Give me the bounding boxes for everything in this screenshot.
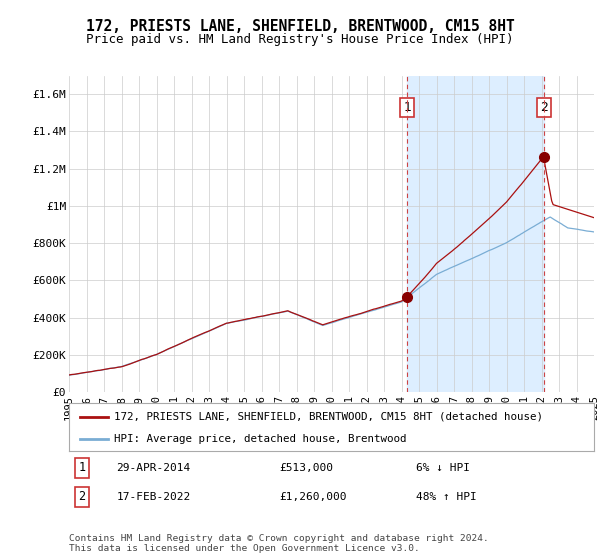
Text: 172, PRIESTS LANE, SHENFIELD, BRENTWOOD, CM15 8HT (detached house): 172, PRIESTS LANE, SHENFIELD, BRENTWOOD,… — [113, 412, 542, 422]
Text: 1: 1 — [79, 461, 86, 474]
Text: 172, PRIESTS LANE, SHENFIELD, BRENTWOOD, CM15 8HT: 172, PRIESTS LANE, SHENFIELD, BRENTWOOD,… — [86, 18, 514, 34]
Text: 6% ↓ HPI: 6% ↓ HPI — [415, 463, 470, 473]
Text: HPI: Average price, detached house, Brentwood: HPI: Average price, detached house, Bren… — [113, 434, 406, 444]
Text: £513,000: £513,000 — [279, 463, 333, 473]
Text: Price paid vs. HM Land Registry's House Price Index (HPI): Price paid vs. HM Land Registry's House … — [86, 33, 514, 46]
Text: 17-FEB-2022: 17-FEB-2022 — [116, 492, 191, 502]
Text: 29-APR-2014: 29-APR-2014 — [116, 463, 191, 473]
Text: 2: 2 — [79, 491, 86, 503]
Text: 1: 1 — [403, 101, 411, 114]
Text: 48% ↑ HPI: 48% ↑ HPI — [415, 492, 476, 502]
Text: 2: 2 — [539, 101, 548, 114]
Bar — [407, 76, 544, 392]
Text: Contains HM Land Registry data © Crown copyright and database right 2024.
This d: Contains HM Land Registry data © Crown c… — [69, 534, 489, 553]
Text: £1,260,000: £1,260,000 — [279, 492, 347, 502]
